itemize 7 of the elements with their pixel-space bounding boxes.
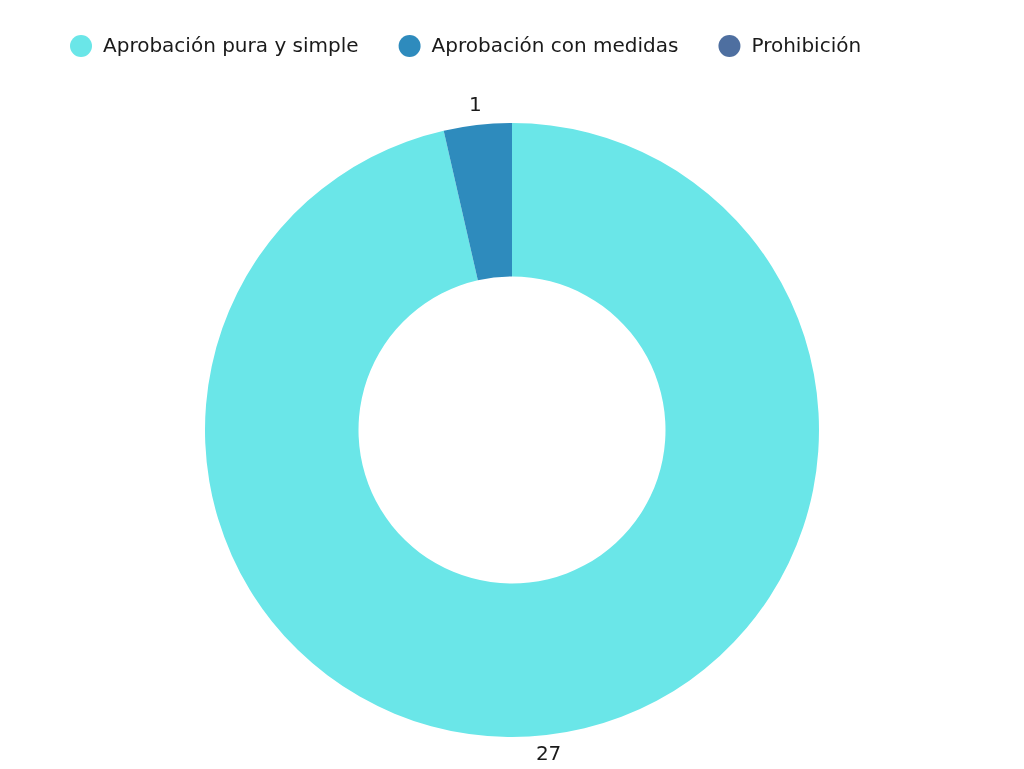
- donut-slice: [205, 123, 819, 737]
- data-label: 27: [535, 741, 562, 766]
- data-label: 1: [469, 91, 482, 116]
- donut-slice: [443, 123, 512, 281]
- legend-label: Aprobación pura y simple: [103, 32, 359, 57]
- legend-label: Prohibición: [751, 32, 862, 57]
- legend-label: Aprobación con medidas: [431, 32, 679, 57]
